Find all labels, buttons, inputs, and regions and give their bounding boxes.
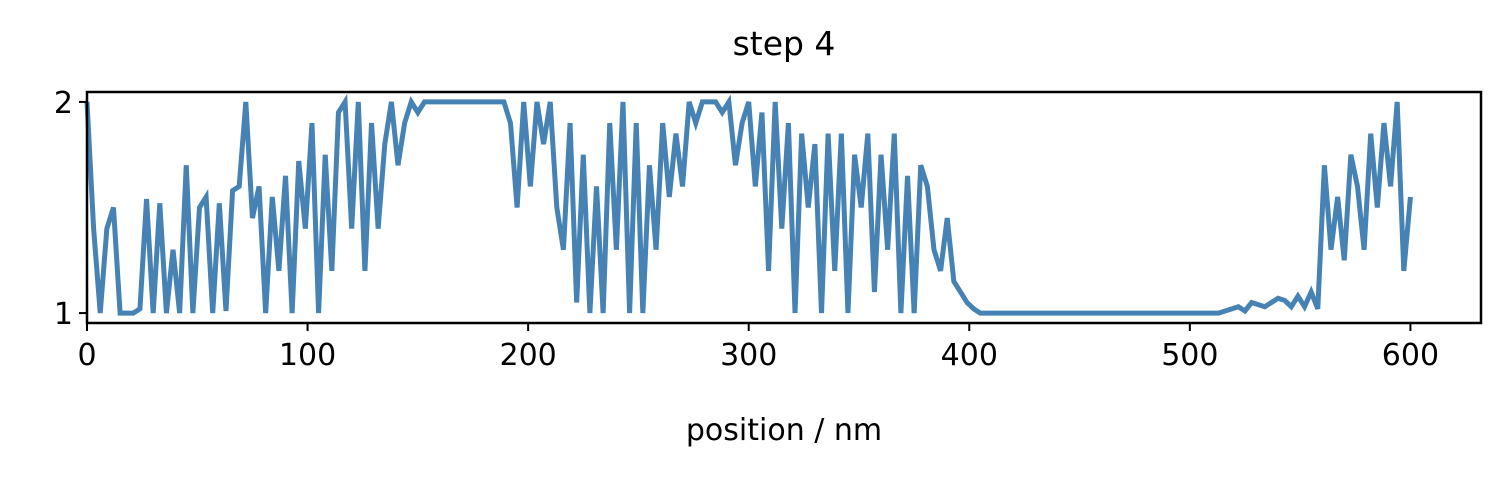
x-tick-label: 300	[720, 338, 777, 373]
x-tick-label: 200	[500, 338, 557, 373]
plot-area	[84, 93, 1413, 316]
x-tick-label: 0	[77, 338, 96, 373]
x-tick-label: 100	[279, 338, 336, 373]
x-tick-label: 500	[1161, 338, 1218, 373]
axes-frame	[85, 90, 1483, 325]
x-tick-label: 400	[941, 338, 998, 373]
x-tick-label: 600	[1382, 338, 1439, 373]
x-axis-label: position / nm	[686, 413, 882, 448]
y-tick-label: 1	[54, 297, 73, 332]
y-tick-label: 2	[54, 86, 73, 121]
data-line	[84, 93, 1413, 316]
chart-title: step 4	[733, 24, 836, 63]
